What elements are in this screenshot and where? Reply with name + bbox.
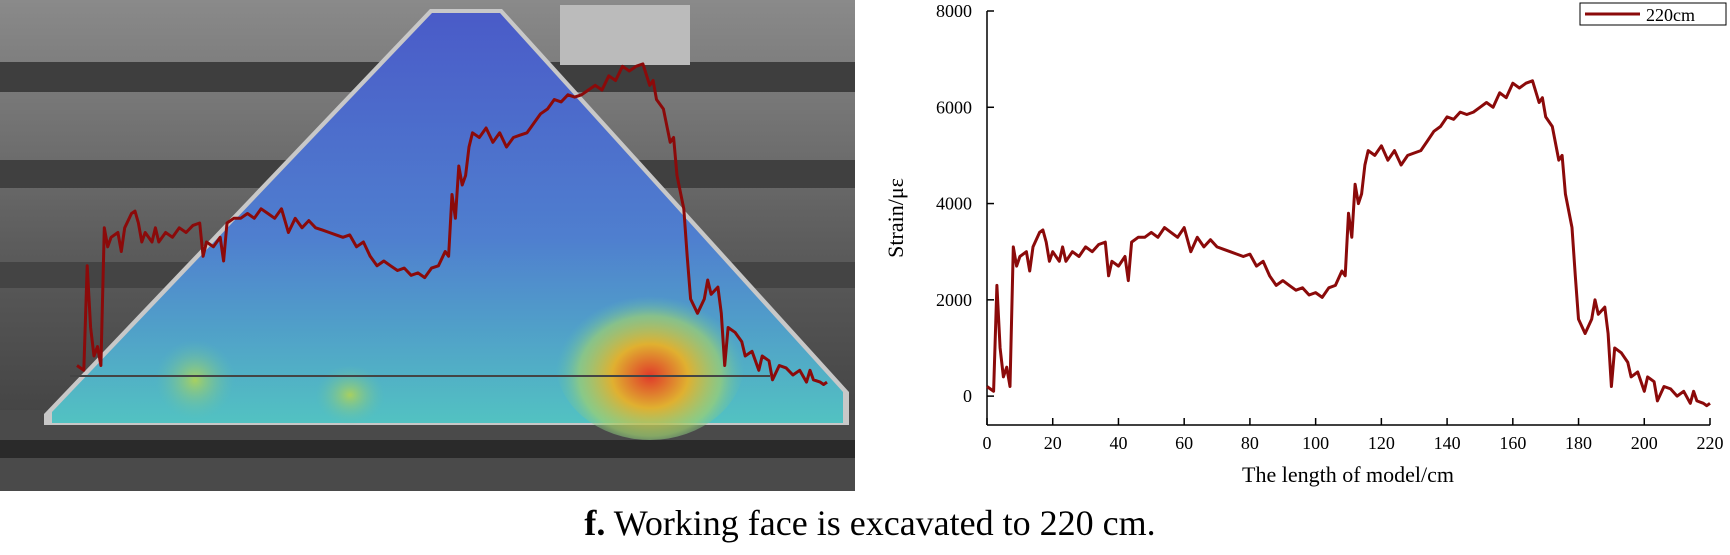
y-tick-label: 2000 xyxy=(936,290,972,310)
y-axis-label: Strain/με xyxy=(883,178,908,258)
legend-box xyxy=(1579,2,1727,26)
y-tick-label: 8000 xyxy=(936,1,972,21)
x-tick-label: 220 xyxy=(1697,433,1724,453)
x-tick-label: 20 xyxy=(1044,433,1062,453)
x-tick-label: 120 xyxy=(1368,433,1395,453)
legend-label: 220cm xyxy=(1646,5,1695,25)
x-tick-label: 160 xyxy=(1499,433,1526,453)
x-tick-label: 40 xyxy=(1109,433,1127,453)
x-tick-label: 0 xyxy=(983,433,992,453)
x-tick-label: 180 xyxy=(1565,433,1592,453)
caption-label: f. xyxy=(584,503,605,543)
photo xyxy=(0,0,855,491)
x-tick-label: 100 xyxy=(1302,433,1329,453)
y-tick-label: 4000 xyxy=(936,194,972,214)
x-tick-label: 200 xyxy=(1631,433,1658,453)
caption-text: Working face is excavated to 220 cm. xyxy=(614,503,1156,543)
y-tick-label: 6000 xyxy=(936,97,972,117)
x-axis-label: The length of model/cm xyxy=(1242,462,1454,487)
x-tick-label: 60 xyxy=(1175,433,1193,453)
caption: f. Working face is excavated to 220 cm. xyxy=(584,503,1155,543)
photo-overlay-line xyxy=(76,62,828,386)
y-tick-label: 0 xyxy=(963,386,972,406)
data-line xyxy=(986,79,1711,408)
x-tick-label: 80 xyxy=(1241,433,1259,453)
x-tick-label: 140 xyxy=(1434,433,1461,453)
